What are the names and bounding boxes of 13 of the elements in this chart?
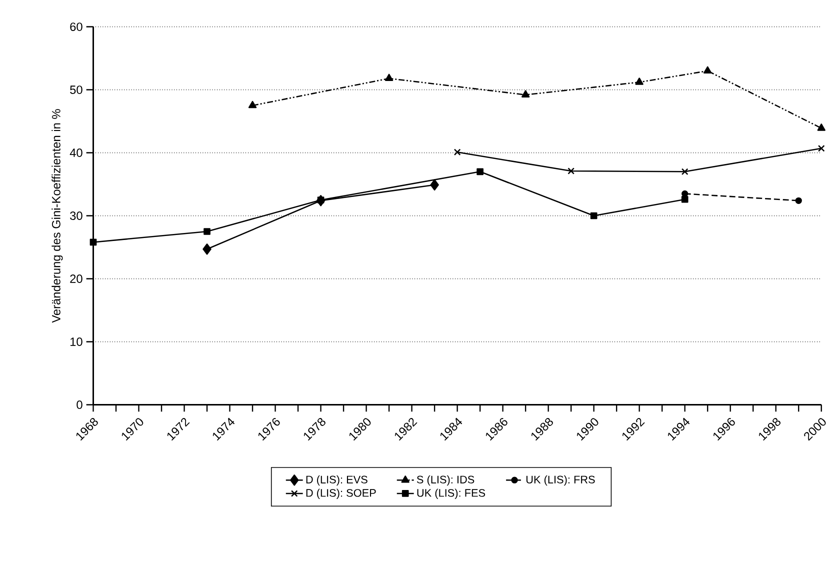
legend-label: D (LIS): EVS	[306, 475, 368, 486]
y-axis-title: Veränderung des Gini-Koeffizienten in %	[52, 108, 63, 323]
legend-label: S (LIS): IDS	[416, 475, 474, 486]
y-tick-label: 50	[70, 85, 82, 94]
y-tick-label: 0	[76, 400, 82, 409]
y-tick-label: 30	[70, 211, 82, 220]
legend-label: UK (LIS): FES	[417, 488, 486, 499]
y-tick-label: 40	[70, 148, 82, 157]
y-tick-label: 10	[70, 337, 82, 346]
legend-label: D (LIS): SOEP	[306, 488, 376, 499]
y-tick-label: 60	[70, 22, 82, 31]
y-tick-label: 20	[70, 274, 82, 283]
legend-label: UK (LIS): FRS	[526, 475, 595, 486]
